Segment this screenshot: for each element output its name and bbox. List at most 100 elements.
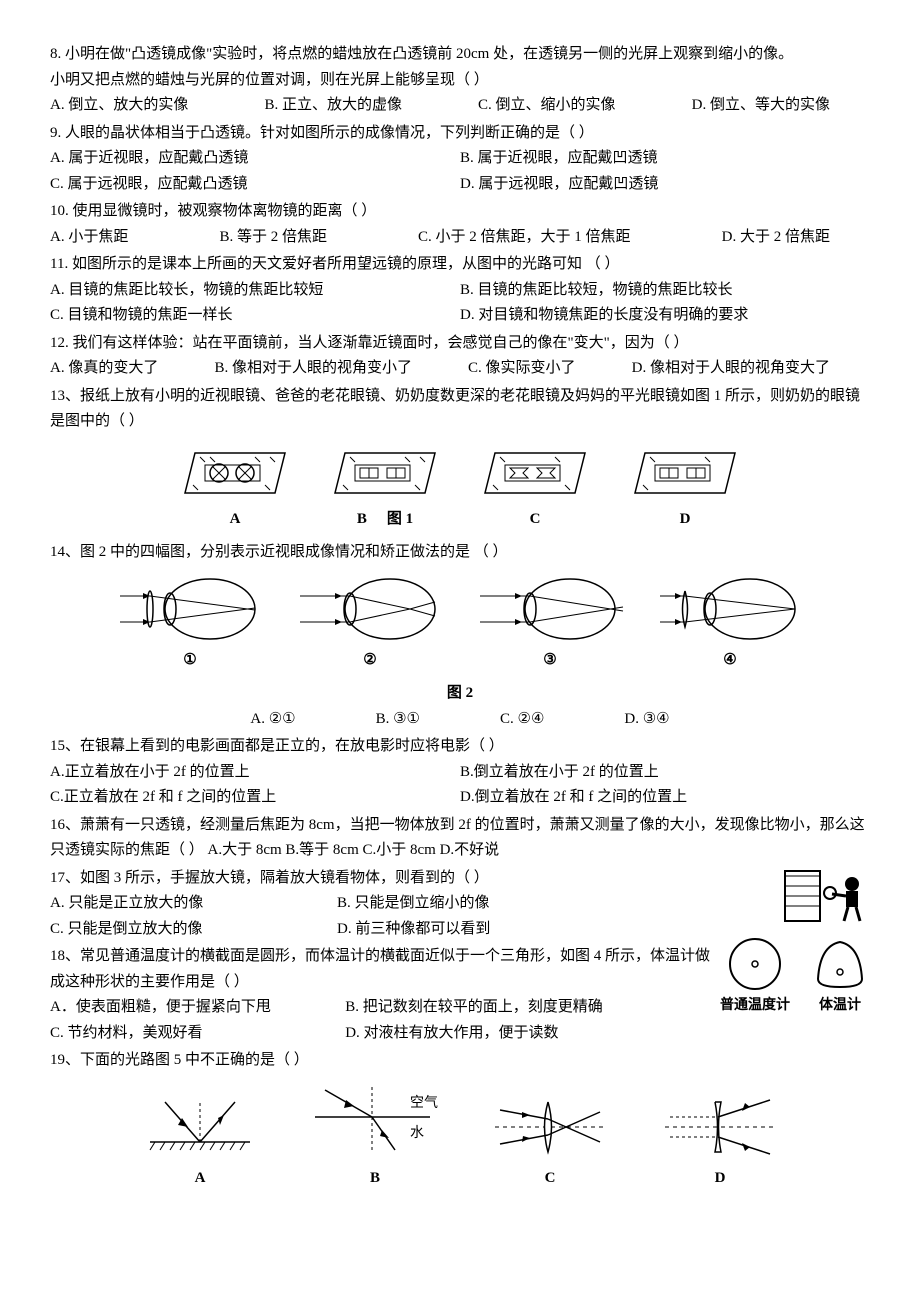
circle-thermo-icon xyxy=(725,934,785,994)
q19-labelC: C xyxy=(545,1166,556,1192)
thermo2-label: 体温计 xyxy=(819,994,861,1018)
q18: 普通温度计 体温计 18、常见普通温度计的横截面是圆形，而体温计的横截面近似于一… xyxy=(50,944,870,1046)
q8-optC: C. 倒立、缩小的实像 xyxy=(478,93,616,119)
q14-n1: ① xyxy=(183,648,196,674)
q14: 14、图 2 中的四幅图，分别表示近视眼成像情况和矫正做法的是 （ ） ① xyxy=(50,540,870,732)
q8-optB: B. 正立、放大的虚像 xyxy=(264,93,402,119)
ray-diagram-A xyxy=(140,1092,260,1162)
q14-fig3: ③ xyxy=(475,574,625,674)
q13-text: 13、报纸上放有小明的近视眼镜、爸爸的老花眼镜、奶奶度数更深的老花眼镜及妈妈的平… xyxy=(50,384,870,435)
q19: 19、下面的光路图 5 中不正确的是（ ） A 空气 水 B xyxy=(50,1048,870,1191)
ray-diagram-C xyxy=(490,1092,610,1162)
q13-figures: A B 图 1 C xyxy=(50,443,870,533)
q15-optA: A.正立着放在小于 2f 的位置上 xyxy=(50,760,460,786)
q9-optA: A. 属于近视眼，应配戴凸透镜 xyxy=(50,146,460,172)
magnifier-icon xyxy=(780,866,870,926)
q14-optD: D. ③④ xyxy=(624,707,669,733)
q10-optC: C. 小于 2 倍焦距，大于 1 倍焦距 xyxy=(418,225,631,251)
eye-diagram-2 xyxy=(295,574,445,644)
q13-figC: C xyxy=(475,443,595,533)
q18-optD: D. 对液柱有放大作用，便于读数 xyxy=(345,1021,640,1047)
q17-optC: C. 只能是倒立放大的像 xyxy=(50,917,337,943)
q13: 13、报纸上放有小明的近视眼镜、爸爸的老花眼镜、奶奶度数更深的老花眼镜及妈妈的平… xyxy=(50,384,870,533)
q11-optA: A. 目镜的焦距比较长，物镜的焦距比较短 xyxy=(50,278,460,304)
q15-options: A.正立着放在小于 2f 的位置上 B.倒立着放在小于 2f 的位置上 C.正立… xyxy=(50,760,870,811)
q10-optD: D. 大于 2 倍焦距 xyxy=(722,225,830,251)
q18-optA: A．使表面粗糙，便于握紧向下甩 xyxy=(50,995,345,1021)
q18-figures: 普通温度计 体温计 xyxy=(720,934,870,1018)
q18-optB: B. 把记数刻在较平的面上，刻度更精确 xyxy=(345,995,640,1021)
glasses-icon-B xyxy=(325,443,445,503)
q14-text: 14、图 2 中的四幅图，分别表示近视眼成像情况和矫正做法的是 （ ） xyxy=(50,540,870,566)
q9-text: 9. 人眼的晶状体相当于凸透镜。针对如图所示的成像情况，下列判断正确的是（ ） xyxy=(50,121,870,147)
q19-figD: D xyxy=(660,1092,780,1192)
q15-optC: C.正立着放在 2f 和 f 之间的位置上 xyxy=(50,785,460,811)
thermo1-label: 普通温度计 xyxy=(720,994,790,1018)
q19-text: 19、下面的光路图 5 中不正确的是（ ） xyxy=(50,1048,870,1074)
q9-optB: B. 属于近视眼，应配戴凹透镜 xyxy=(460,146,870,172)
q14-figures: ① ② ③ xyxy=(50,574,870,674)
q11-optB: B. 目镜的焦距比较短，物镜的焦距比较长 xyxy=(460,278,870,304)
q16: 16、萧萧有一只透镜，经测量后焦距为 8cm，当把一物体放到 2f 的位置时，萧… xyxy=(50,813,870,864)
q14-optB: B. ③① xyxy=(376,707,420,733)
q16-text: 16、萧萧有一只透镜，经测量后焦距为 8cm，当把一物体放到 2f 的位置时，萧… xyxy=(50,813,870,864)
q8-sub: 小明又把点燃的蜡烛与光屏的位置对调，则在光屏上能够呈现（ ） xyxy=(50,68,870,94)
q9-options: A. 属于近视眼，应配戴凸透镜 B. 属于近视眼，应配戴凹透镜 C. 属于远视眼… xyxy=(50,146,870,197)
q8-options: A. 倒立、放大的实像 B. 正立、放大的虚像 C. 倒立、缩小的实像 D. 倒… xyxy=(50,93,870,119)
q13-labelD: D xyxy=(680,507,691,533)
q18-optC: C. 节约材料，美观好看 xyxy=(50,1021,345,1047)
thermo-body: 体温计 xyxy=(810,934,870,1018)
q12-text: 12. 我们有这样体验：站在平面镜前，当人逐渐靠近镜面时，会感觉自己的像在"变大… xyxy=(50,331,870,357)
q10-options: A. 小于焦距 B. 等于 2 倍焦距 C. 小于 2 倍焦距，大于 1 倍焦距… xyxy=(50,225,870,251)
q12-optA: A. 像真的变大了 xyxy=(50,356,158,382)
q12: 12. 我们有这样体验：站在平面镜前，当人逐渐靠近镜面时，会感觉自己的像在"变大… xyxy=(50,331,870,382)
q10-optB: B. 等于 2 倍焦距 xyxy=(219,225,327,251)
q11-options: A. 目镜的焦距比较长，物镜的焦距比较短 B. 目镜的焦距比较短，物镜的焦距比较… xyxy=(50,278,870,329)
q19-labelB: B xyxy=(370,1166,380,1192)
q12-options: A. 像真的变大了 B. 像相对于人眼的视角变小了 C. 像实际变小了 D. 像… xyxy=(50,356,870,382)
q15-optB: B.倒立着放在小于 2f 的位置上 xyxy=(460,760,870,786)
thermo-normal: 普通温度计 xyxy=(720,934,790,1018)
q19-figures: A 空气 水 B C xyxy=(50,1082,870,1192)
q14-options: A. ②① B. ③① C. ②④ D. ③④ xyxy=(50,707,870,733)
q9-optC: C. 属于远视眼，应配戴凸透镜 xyxy=(50,172,460,198)
eye-diagram-3 xyxy=(475,574,625,644)
eye-diagram-4 xyxy=(655,574,805,644)
q14-optA: A. ②① xyxy=(250,707,295,733)
q12-optC: C. 像实际变小了 xyxy=(468,356,576,382)
q8: 8. 小明在做"凸透镜成像"实验时，将点燃的蜡烛放在凸透镜前 20cm 处，在透… xyxy=(50,42,870,119)
q9-optD: D. 属于远视眼，应配戴凹透镜 xyxy=(460,172,870,198)
q10-optA: A. 小于焦距 xyxy=(50,225,128,251)
q15: 15、在银幕上看到的电影画面都是正立的，在放电影时应将电影（ ） A.正立着放在… xyxy=(50,734,870,811)
q13-figD: D xyxy=(625,443,745,533)
q13-figLabel: 图 1 xyxy=(387,507,413,533)
q8-optD: D. 倒立、等大的实像 xyxy=(692,93,830,119)
q14-fig2: ② xyxy=(295,574,445,674)
q13-figA: A xyxy=(175,443,295,533)
q11: 11. 如图所示的是课本上所画的天文爱好者所用望远镜的原理，从图中的光路可知 （… xyxy=(50,252,870,329)
q14-fig1: ① xyxy=(115,574,265,674)
glasses-icon-C xyxy=(475,443,595,503)
q17-figure xyxy=(780,866,870,926)
q8-text: 8. 小明在做"凸透镜成像"实验时，将点燃的蜡烛放在凸透镜前 20cm 处，在透… xyxy=(50,42,870,68)
q18-options: A．使表面粗糙，便于握紧向下甩 B. 把记数刻在较平的面上，刻度更精确 C. 节… xyxy=(50,995,640,1046)
q17: 17、如图 3 所示，手握放大镜，隔着放大镜看物体，则看到的（ ） A. 只能是… xyxy=(50,866,870,943)
q17-optD: D. 前三种像都可以看到 xyxy=(337,917,624,943)
q8-optA: A. 倒立、放大的实像 xyxy=(50,93,188,119)
eye-diagram-1 xyxy=(115,574,265,644)
q11-optD: D. 对目镜和物镜焦距的长度没有明确的要求 xyxy=(460,303,870,329)
air-label: 空气 xyxy=(410,1095,438,1111)
q14-n4: ④ xyxy=(723,648,736,674)
q19-labelA: A xyxy=(195,1166,206,1192)
q17-optA: A. 只能是正立放大的像 xyxy=(50,891,337,917)
q14-fig4: ④ xyxy=(655,574,805,674)
q14-figLabel: 图 2 xyxy=(50,681,870,707)
q12-optD: D. 像相对于人眼的视角变大了 xyxy=(632,356,830,382)
q15-optD: D.倒立着放在 2f 和 f 之间的位置上 xyxy=(460,785,870,811)
glasses-icon-D xyxy=(625,443,745,503)
q14-optC: C. ②④ xyxy=(500,707,544,733)
q19-figA: A xyxy=(140,1092,260,1192)
q14-n3: ③ xyxy=(543,648,556,674)
q13-labelC: C xyxy=(530,507,541,533)
glasses-icon-A xyxy=(175,443,295,503)
